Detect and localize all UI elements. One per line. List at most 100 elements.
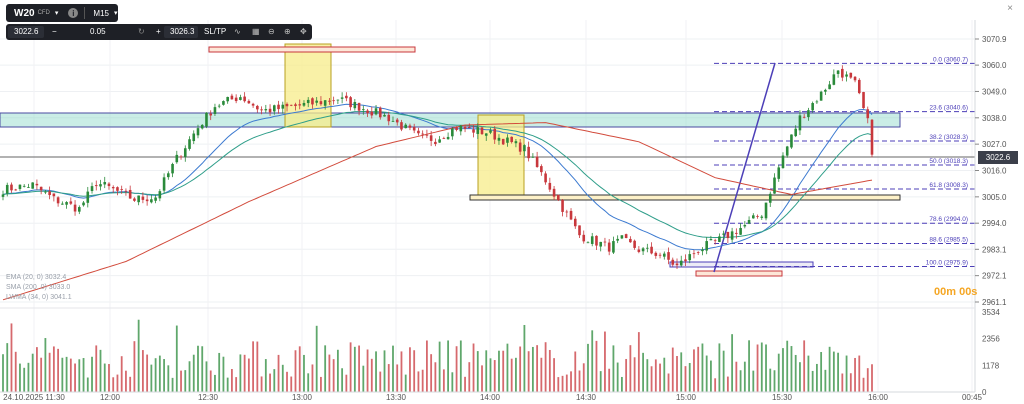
volume-tick-label: 0 (982, 388, 987, 397)
volume-bar (400, 351, 403, 392)
volume-bar (36, 347, 38, 392)
time-tick-label: 12:30 (198, 393, 219, 402)
timeframe-chevron-down-icon[interactable]: ▾ (113, 10, 118, 17)
candle-body (862, 92, 865, 109)
candle-body (366, 110, 369, 114)
candle-body (438, 139, 441, 143)
volume-bar (676, 356, 678, 392)
volume-bar (680, 352, 683, 392)
volume-increase-button[interactable]: + (156, 27, 161, 36)
ema-line (2, 103, 873, 251)
buy-price[interactable]: 3026.3 (170, 27, 195, 36)
candle-body (785, 146, 789, 156)
volume-bar (777, 353, 780, 392)
candle-body (658, 254, 662, 256)
volume-bar (642, 352, 644, 392)
candle-body (315, 100, 318, 103)
candle-body (497, 137, 501, 141)
zoom-in-icon[interactable]: ⊕ (284, 27, 291, 36)
sell-price[interactable]: 3022.6 (14, 27, 39, 36)
fibonacci-retracement[interactable]: 0.0 (3060.7) 23.6 (3040.6) 38.2 (3028.3) 50… (713, 56, 975, 273)
volume-bar (175, 325, 178, 392)
volume-bar (231, 369, 233, 392)
time-tick-label: 13:00 (292, 393, 313, 402)
trend-icon[interactable]: ∿ (234, 27, 241, 36)
volume-decrease-button[interactable]: − (52, 27, 57, 36)
volume-bar (108, 364, 110, 392)
volume-bar (459, 340, 462, 392)
volume-bar (693, 349, 695, 392)
volume-bar (481, 365, 483, 392)
candle-body (328, 100, 331, 102)
candle-body (679, 260, 683, 266)
volume-bar (61, 357, 64, 392)
candle-body (747, 219, 751, 224)
candle-body (222, 101, 225, 105)
sltp-button[interactable]: SL/TP (204, 27, 227, 36)
volume-bar (341, 368, 344, 392)
candle-body (230, 95, 234, 100)
volume-bar (756, 344, 759, 392)
volume-bar (786, 340, 789, 392)
volume-bar (587, 343, 589, 392)
buy-button[interactable] (164, 26, 198, 38)
candle-body (260, 109, 263, 111)
candle-body (446, 136, 450, 140)
candle-body (807, 110, 810, 118)
volume-bar (866, 368, 869, 392)
volume-bar (565, 374, 568, 392)
reset-icon[interactable]: ↻ (138, 27, 145, 36)
highlight-box-1 (284, 43, 332, 128)
candle-body (705, 241, 708, 251)
volume-bar (146, 354, 149, 392)
volume-input[interactable]: 0.05 (90, 27, 106, 36)
symbol-name[interactable]: W20 (14, 7, 35, 19)
candle-body (633, 240, 636, 248)
volume-bar (854, 357, 856, 392)
volume-bar (163, 359, 165, 392)
volume-bar (455, 346, 458, 392)
volume-bar (226, 377, 229, 392)
volume-bar (629, 345, 632, 392)
volume-bar (78, 359, 81, 392)
volume-bar (468, 362, 471, 392)
symbol-chevron-down-icon[interactable]: ▾ (54, 10, 59, 17)
close-icon[interactable]: × (1007, 3, 1013, 14)
volume-bar (765, 344, 767, 392)
candle-body (501, 138, 505, 145)
candle-body (86, 191, 90, 203)
volume-bar (197, 345, 199, 392)
volume-bar (578, 370, 581, 392)
candle-body (514, 141, 518, 144)
candle-body (387, 114, 391, 122)
candle-body (5, 184, 9, 194)
candle-body (484, 133, 488, 136)
candle-body (548, 182, 552, 190)
zoom-out-icon[interactable]: ⊖ (268, 27, 275, 36)
volume-bar (536, 345, 539, 392)
move-icon[interactable]: ✥ (300, 27, 307, 36)
grid-icon[interactable]: ▦ (252, 27, 260, 36)
candle-body (493, 128, 497, 140)
volume-bar (69, 358, 72, 392)
volume-bar (74, 363, 76, 392)
candle-body (251, 103, 255, 106)
volume-bar (782, 348, 784, 392)
candle-body (90, 186, 94, 191)
candle-body (603, 241, 607, 243)
candle-body (752, 215, 755, 219)
sell-button[interactable] (8, 26, 44, 38)
candle-body (44, 191, 47, 193)
volume-bar (794, 354, 797, 392)
candle-body (167, 173, 170, 178)
volume-bar (349, 342, 352, 392)
candle-body (565, 211, 569, 213)
order-bar[interactable]: 3022.6 − 0.05 ↻ + 3026.3 SL/TP ∿ ▦ ⊖ ⊕ ✥ (6, 24, 312, 40)
symbol-toolbar[interactable]: W20 CFD ▾ i M15 ▾ (6, 4, 118, 22)
volume-bar (731, 334, 734, 392)
info-icon[interactable]: i (68, 8, 79, 18)
candle-body (226, 96, 229, 102)
volume-bar (332, 359, 335, 392)
timeframe-selector[interactable]: M15 (93, 8, 109, 18)
